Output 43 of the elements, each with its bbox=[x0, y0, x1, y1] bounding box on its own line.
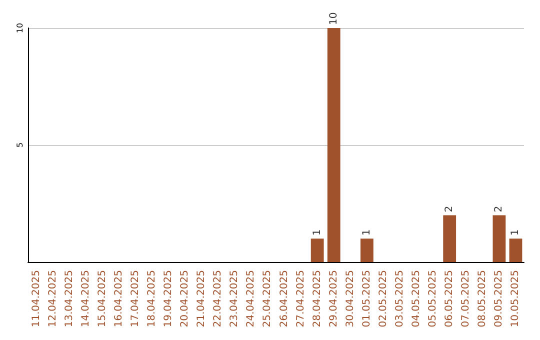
data-label: 1 bbox=[510, 229, 522, 236]
data-label: 10 bbox=[328, 12, 340, 25]
x-tick-label: 01.05.2025 bbox=[361, 270, 372, 328]
bar bbox=[310, 238, 324, 262]
y-tick-label: 5 bbox=[16, 142, 24, 148]
data-label: 1 bbox=[361, 229, 372, 236]
x-tick-label: 08.05.2025 bbox=[477, 270, 488, 328]
x-tick-label: 19.04.2025 bbox=[163, 270, 174, 328]
x-tick-label: 03.05.2025 bbox=[394, 270, 406, 328]
x-tick-label: 28.04.2025 bbox=[312, 270, 323, 328]
x-tick-label: 15.04.2025 bbox=[96, 270, 108, 328]
data-label: 2 bbox=[444, 206, 456, 212]
x-tick-label: 20.04.2025 bbox=[180, 270, 191, 328]
x-tick-label: 16.04.2025 bbox=[113, 270, 124, 328]
bar bbox=[443, 215, 456, 262]
x-tick-label: 21.04.2025 bbox=[196, 270, 208, 328]
x-tick-label: 26.04.2025 bbox=[278, 270, 290, 328]
x-tick-label: 22.04.2025 bbox=[212, 270, 224, 328]
x-tick-label: 07.05.2025 bbox=[460, 270, 472, 328]
data-label: 1 bbox=[312, 229, 323, 236]
x-tick-label: 25.04.2025 bbox=[262, 270, 274, 328]
x-tick-label: 05.05.2025 bbox=[428, 270, 439, 328]
x-tick-label: 09.05.2025 bbox=[494, 270, 505, 328]
x-tick-label: 23.04.2025 bbox=[229, 270, 240, 328]
x-tick-label: 06.05.2025 bbox=[444, 270, 456, 328]
bar bbox=[360, 238, 374, 262]
x-tick-label: 12.04.2025 bbox=[47, 270, 58, 328]
x-tick-label: 10.05.2025 bbox=[510, 270, 522, 328]
bar bbox=[327, 28, 340, 262]
x-tick-label: 13.04.2025 bbox=[64, 270, 75, 328]
x-tick-label: 24.04.2025 bbox=[246, 270, 257, 328]
x-tick-label: 11.04.2025 bbox=[30, 270, 42, 328]
x-tick-label: 17.04.2025 bbox=[130, 270, 141, 328]
x-tick-label: 18.04.2025 bbox=[146, 270, 158, 328]
x-tick-label: 27.04.2025 bbox=[295, 270, 306, 328]
x-tick-label: 04.05.2025 bbox=[411, 270, 422, 328]
x-tick-label: 02.05.2025 bbox=[378, 270, 389, 328]
x-tick-label: 14.04.2025 bbox=[80, 270, 92, 328]
bar bbox=[492, 215, 506, 262]
x-tick-label: 29.04.2025 bbox=[328, 270, 340, 328]
data-label: 2 bbox=[494, 206, 505, 212]
bar bbox=[509, 238, 522, 262]
x-tick-label: 30.04.2025 bbox=[344, 270, 356, 328]
